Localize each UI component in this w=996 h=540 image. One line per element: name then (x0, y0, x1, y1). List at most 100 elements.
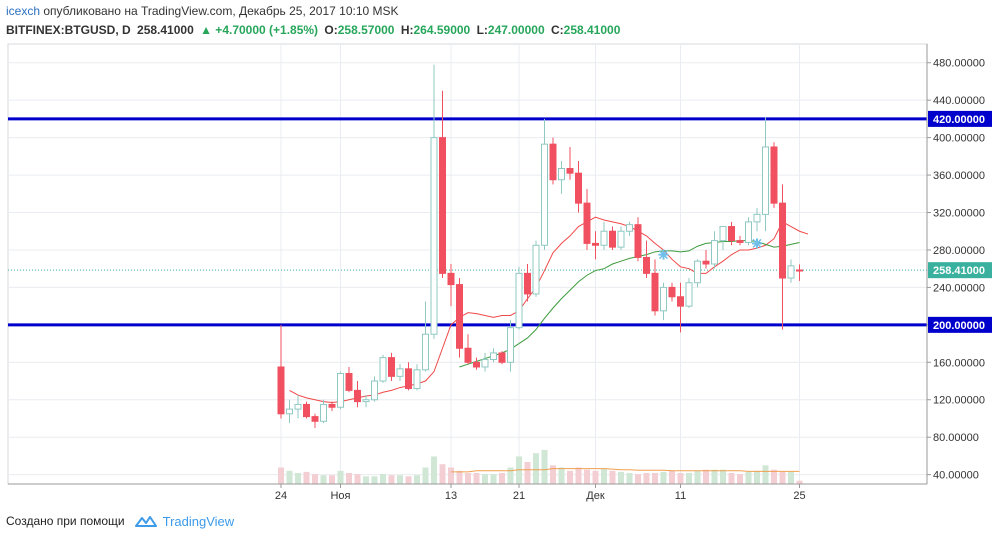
price-chart[interactable]: 40.00000 80.00000 120.00000 160.00000 200.00… (0, 0, 996, 505)
candle (405, 362, 412, 391)
candle-body (558, 168, 565, 181)
candle (481, 352, 489, 372)
volume-bar (320, 475, 327, 484)
volume-bars (278, 449, 803, 484)
volume-bar (397, 475, 403, 484)
horizontal-levels (8, 117, 927, 327)
volume-bar (337, 470, 344, 484)
candle-body (566, 168, 574, 174)
candle (617, 226, 625, 250)
volume-bar (660, 471, 667, 484)
created-with-text: Создано при помощи (6, 514, 125, 528)
candle-body (753, 213, 761, 223)
y-tick-label: 360.00000 (933, 170, 985, 182)
candle (787, 259, 795, 283)
chart-markers (658, 238, 762, 260)
volume-bar (405, 476, 412, 484)
candle-body (575, 172, 582, 204)
candle (583, 189, 591, 250)
volume-bar (592, 470, 599, 484)
candle-body (481, 358, 489, 368)
volume-bar (754, 470, 760, 484)
candle (745, 217, 752, 246)
volume-bar (686, 473, 692, 484)
symbol-info-line: BITFINEX:BTGUSD, D 258.41000 ▲ +4.70000 … (6, 22, 990, 38)
candle (702, 249, 710, 269)
volume-bar (796, 480, 803, 484)
candle-body (286, 408, 293, 415)
volume-bar (771, 469, 777, 484)
volume-bar (575, 467, 582, 484)
volume-bar (703, 469, 709, 484)
volume-bar (286, 470, 293, 484)
candle (396, 364, 404, 382)
candle-body (507, 327, 514, 363)
author-link[interactable]: icexch (6, 4, 41, 18)
candle (311, 413, 319, 428)
candle-body (464, 347, 472, 363)
volume-bar (745, 471, 752, 484)
candle (575, 161, 582, 213)
x-tick-label: 11 (675, 490, 686, 502)
candle (643, 240, 650, 279)
volume-bar (312, 474, 318, 484)
y-tick-label: 240.00000 (933, 282, 985, 294)
candle (592, 231, 599, 260)
candle (609, 226, 616, 250)
y-tick-label: 160.00000 (933, 357, 985, 369)
volume-bar (329, 475, 335, 484)
chart-header: icexch опубликовано на TradingView.com, … (6, 3, 990, 38)
level-price-tag: 200.00000 (928, 316, 992, 333)
candle (354, 381, 361, 408)
candle-body (736, 240, 744, 243)
candlesticks (277, 64, 803, 428)
y-tick-label: 120.00000 (933, 395, 985, 407)
candle (286, 399, 293, 424)
candle-body (787, 265, 795, 279)
symbol-label: BITFINEX:BTGUSD, D (6, 23, 131, 37)
candle-body (728, 226, 735, 242)
candle-body (396, 368, 404, 377)
low-label: L: (476, 23, 488, 37)
candle-body (677, 296, 684, 307)
volume-bar (380, 474, 386, 484)
volume-bar (788, 471, 794, 484)
candle (685, 278, 693, 308)
candle (345, 366, 353, 393)
candle (371, 376, 378, 402)
volume-bar (609, 470, 616, 484)
volume-bar (303, 471, 310, 484)
plot-area (7, 43, 928, 485)
candle (490, 348, 497, 363)
volume-bar (490, 474, 497, 484)
candle-body (796, 269, 803, 272)
candle (379, 354, 387, 383)
candle-body (541, 143, 548, 246)
volume-bar (295, 473, 301, 484)
candle-body (362, 399, 370, 403)
volume-bar (720, 469, 726, 484)
last-price: 258.41000 (137, 23, 194, 37)
volume-bar (465, 473, 471, 484)
candle-body (294, 403, 302, 410)
volume-bar (779, 471, 786, 484)
y-tick-label: 280.00000 (933, 245, 985, 257)
volume-bar (584, 469, 590, 484)
candle (447, 264, 455, 307)
level-price-tag: 420.00000 (928, 110, 992, 127)
candle (337, 371, 344, 410)
candle-body (779, 202, 786, 279)
marker-stroke (658, 250, 669, 260)
level-price-tag-text: 200.00000 (933, 320, 985, 332)
candle-body (651, 272, 659, 312)
candle (464, 334, 472, 365)
close-value: 258.41000 (563, 23, 621, 37)
candle (498, 351, 506, 365)
candle (728, 221, 735, 246)
candle-body (354, 389, 361, 403)
candle-body (549, 143, 557, 181)
candle-body (388, 357, 395, 377)
tradingview-logo[interactable]: TradingView (134, 514, 234, 529)
level-price-tag-text: 420.00000 (933, 114, 985, 126)
candle (677, 282, 684, 333)
